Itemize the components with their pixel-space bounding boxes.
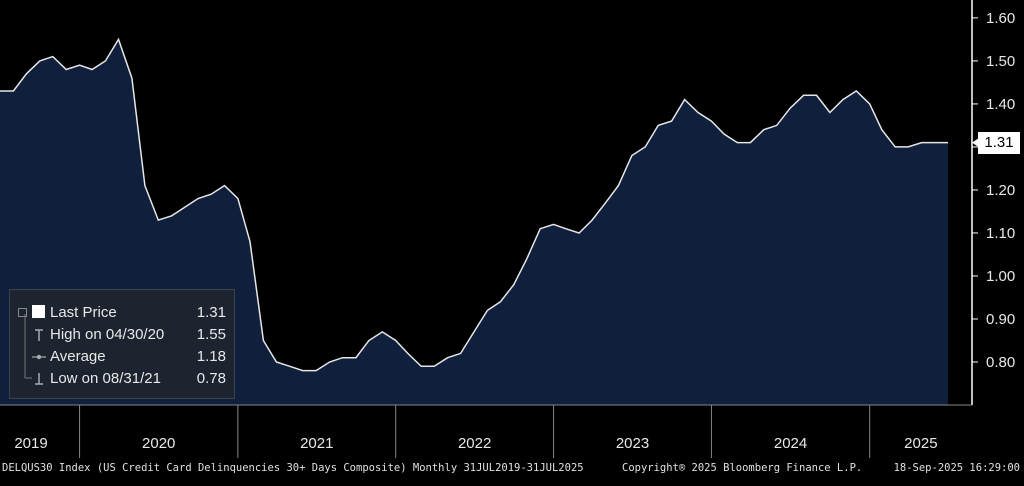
legend-label: High on 04/30/20 xyxy=(50,326,165,343)
legend-label: Low on 08/31/21 xyxy=(50,370,161,387)
legend: Last Price 1.31 High on 04/30/20 1.55 Av… xyxy=(9,289,235,399)
plot-area xyxy=(0,37,948,406)
legend-row-average: Average 1.18 xyxy=(10,346,236,368)
last-price-swatch-icon xyxy=(32,305,45,318)
footer-security: DELQUS30 Index (US Credit Card Delinquen… xyxy=(2,462,584,474)
legend-value: 1.18 xyxy=(196,348,226,365)
y-tick-label: 0.90 xyxy=(986,311,1015,328)
legend-value: 0.78 xyxy=(196,370,226,387)
y-axis: 1.601.501.401.301.201.101.000.900.80 xyxy=(971,0,1015,405)
collapse-toggle-icon[interactable] xyxy=(18,308,27,317)
legend-label: Average xyxy=(50,348,106,365)
last-price-badge: 1.31 xyxy=(978,132,1020,154)
x-tick-label: 2020 xyxy=(142,435,175,452)
high-marker-icon xyxy=(35,329,43,341)
footer-timestamp: 18-Sep-2025 16:29:00 xyxy=(893,462,1020,474)
low-marker-icon xyxy=(35,373,43,385)
y-tick-label: 1.10 xyxy=(986,225,1015,242)
y-tick-label: 1.50 xyxy=(986,53,1015,70)
legend-value: 1.31 xyxy=(196,304,226,321)
series-line xyxy=(0,37,948,372)
legend-row-high: High on 04/30/20 1.55 xyxy=(10,324,236,346)
y-tick-label: 1.40 xyxy=(986,96,1015,113)
x-tick-label: 2024 xyxy=(774,435,807,452)
x-axis: 2019 2020 2021 2022 2023 2024 2025 xyxy=(0,404,972,458)
legend-row-last-price: Last Price 1.31 xyxy=(10,302,236,324)
y-tick-label: 1.60 xyxy=(986,10,1015,27)
x-tick-label: 2025 xyxy=(904,435,937,452)
x-tick-label: 2022 xyxy=(458,435,491,452)
footer-copyright: Copyright® 2025 Bloomberg Finance L.P. xyxy=(622,462,863,474)
last-price-pointer xyxy=(972,138,978,147)
series-area xyxy=(0,39,948,406)
y-tick-label: 1.00 xyxy=(986,268,1015,285)
legend-value: 1.55 xyxy=(196,326,226,343)
y-tick-label: 0.80 xyxy=(986,354,1015,371)
legend-row-low: Low on 08/31/21 0.78 xyxy=(10,368,236,390)
y-tick-label: 1.20 xyxy=(986,182,1015,199)
legend-tree-lines xyxy=(24,314,32,379)
legend-label: Last Price xyxy=(50,304,117,321)
x-tick-label: 2021 xyxy=(300,435,333,452)
average-marker-icon xyxy=(32,354,46,360)
x-tick-label: 2023 xyxy=(616,435,649,452)
footer-bar: DELQUS30 Index (US Credit Card Delinquen… xyxy=(0,462,1024,486)
x-tick-label: 2019 xyxy=(14,435,47,452)
